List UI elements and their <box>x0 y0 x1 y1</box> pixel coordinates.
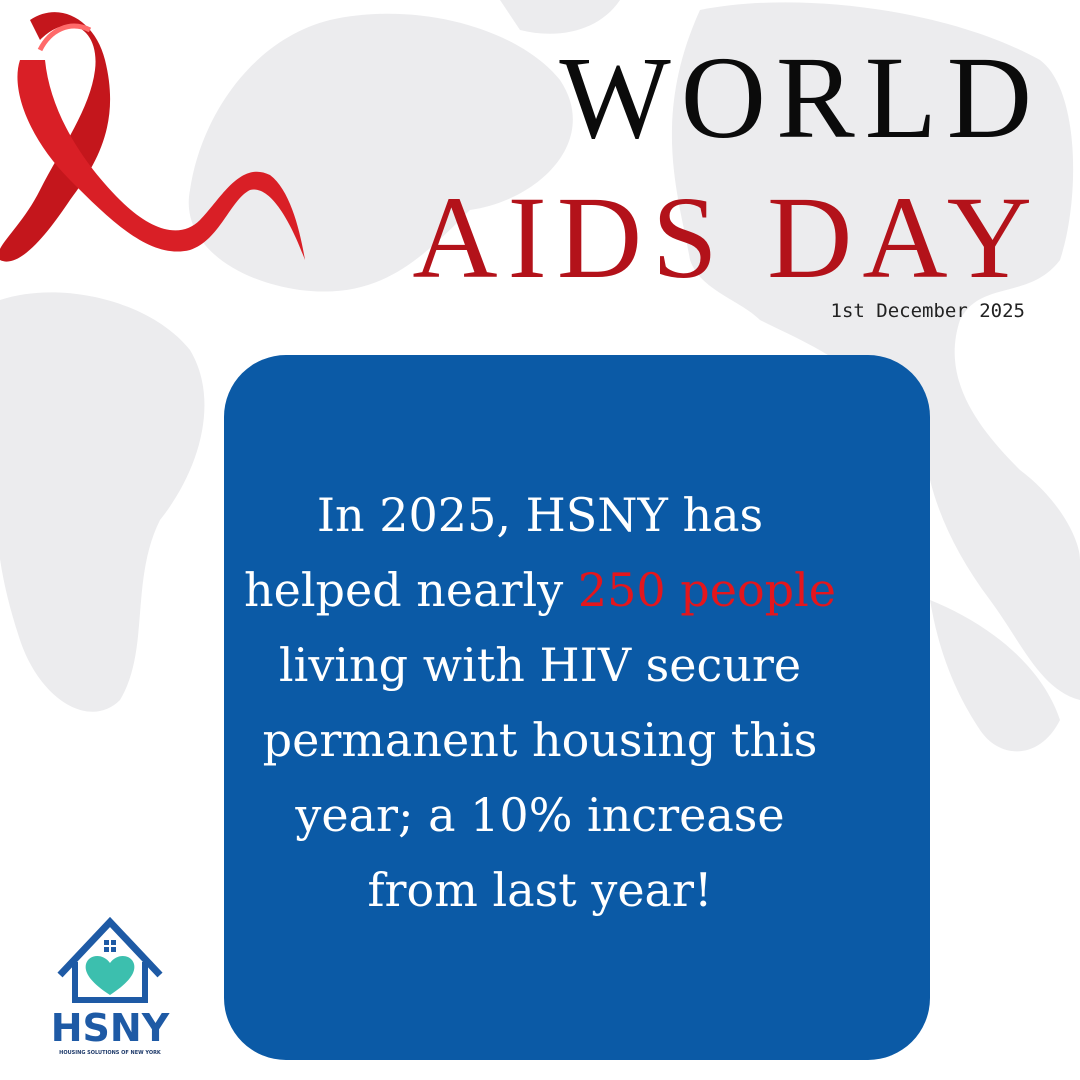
logo-tagline: HOUSING SOLUTIONS OF NEW YORK <box>59 1050 161 1056</box>
message-line: living with HIV secure <box>278 638 802 692</box>
message-line: permanent housing this <box>262 713 818 767</box>
world-map <box>0 0 1080 752</box>
title-line: AIDS DAY <box>412 172 1042 303</box>
message-line: year; a 10% increase <box>295 788 785 842</box>
highlight: 250 people <box>577 563 837 617</box>
logo-icon <box>57 916 163 1003</box>
ribbon <box>0 12 305 262</box>
title-line: WORLD <box>559 32 1042 163</box>
message-line: helped nearly 250 people <box>0 553 1080 628</box>
message: In 2025, HSNY has helped nearly 250 peop… <box>0 478 1080 928</box>
date: 1st December 2025 <box>830 300 1025 322</box>
logo-name: HSNY <box>50 1006 170 1050</box>
message-line: In 2025, HSNY has <box>316 488 764 542</box>
message-box <box>224 355 930 1060</box>
message-text: helped nearly <box>243 563 564 617</box>
message-line: from last year! <box>367 863 713 917</box>
